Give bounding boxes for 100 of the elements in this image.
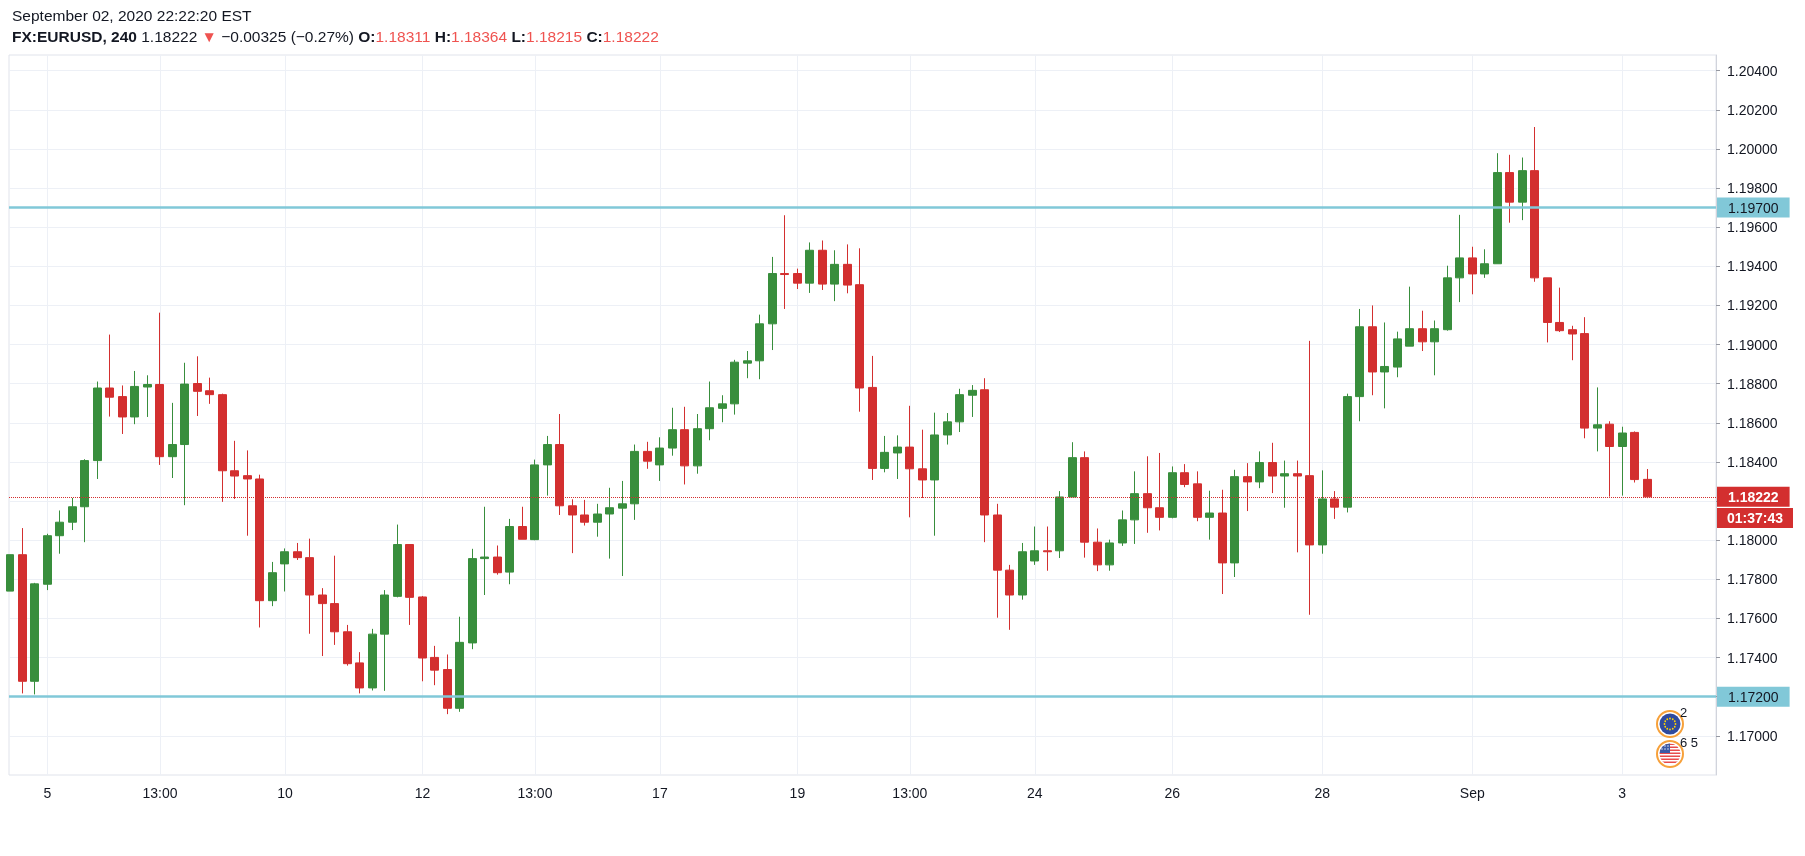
- y-tick-label: 1.20000: [1727, 140, 1778, 157]
- candlestick: [1268, 442, 1277, 494]
- candlestick: [80, 458, 89, 543]
- y-tick-label: 1.17400: [1727, 649, 1778, 666]
- candlestick: [43, 533, 52, 591]
- candlestick: [618, 480, 627, 577]
- chart-title: September 02, 2020 22:22:20 EST: [12, 6, 252, 26]
- y-tick-label: 1.19800: [1727, 180, 1778, 197]
- candlestick: [168, 402, 177, 479]
- candlestick: [993, 503, 1002, 619]
- candlestick: [518, 506, 527, 540]
- candlestick: [1168, 465, 1177, 519]
- x-tick-label: 3: [1618, 785, 1627, 801]
- candlestick: [943, 412, 952, 446]
- candlestick: [768, 256, 777, 351]
- candlestick: [205, 377, 214, 405]
- x-tick-label: 5: [43, 785, 52, 801]
- text: 01:37:43: [1717, 507, 1793, 528]
- candlestick: [718, 394, 727, 423]
- y-tick-label: 1.19000: [1727, 336, 1778, 353]
- candlestick: [855, 247, 864, 413]
- candlestick: [6, 554, 14, 592]
- candlestick: [493, 545, 502, 576]
- candlestick: [1230, 469, 1239, 578]
- candlestick: [1555, 287, 1564, 333]
- y-tick-label: 1.18800: [1727, 375, 1778, 392]
- candlestick: [1318, 469, 1327, 555]
- x-tick-label: 26: [1164, 785, 1181, 801]
- candlestick: [155, 312, 164, 466]
- candlestick: [1030, 526, 1039, 566]
- candlestick: [630, 444, 639, 521]
- candlestick: [1068, 441, 1077, 498]
- candlestick: [330, 555, 339, 646]
- candlestick: [655, 436, 664, 482]
- candlestick: [843, 243, 852, 294]
- candlestick: [1618, 426, 1627, 497]
- candlestick: [593, 503, 602, 538]
- x-tick-label: 10: [277, 785, 293, 801]
- candlestick: [868, 355, 877, 481]
- candlestick: [1443, 265, 1452, 332]
- candlestick: [343, 624, 352, 667]
- candlestick: [1355, 308, 1364, 422]
- candlestick: [1630, 430, 1639, 483]
- candlestick: [968, 384, 977, 418]
- candlestick: [1018, 542, 1027, 601]
- candlestick: [1468, 246, 1477, 295]
- candlestick: [93, 381, 102, 480]
- x-tick-label: 28: [1314, 785, 1331, 801]
- candlestick: [105, 334, 114, 418]
- candlestick: [1255, 450, 1264, 489]
- y-tick-label: 1.17800: [1727, 571, 1778, 588]
- candlestick: [1368, 304, 1377, 396]
- candlestick: [118, 384, 127, 435]
- candlestick: [30, 582, 39, 695]
- candlestick: [780, 214, 789, 310]
- candlestick: [355, 651, 364, 694]
- candlestick: [480, 506, 489, 596]
- text: FX:EURUSD, 240 1.18222 ▼ −0.00325 (−0.27%) O:1.18311 H:1.18364 L:1.18215 C:1.18222: [12, 28, 659, 45]
- candlestick: [793, 268, 802, 290]
- candlestick: [1543, 277, 1552, 343]
- candlestick: [1505, 154, 1514, 224]
- candlestick: [1518, 157, 1527, 221]
- candlestick: [193, 355, 202, 417]
- candlestick: [1493, 152, 1502, 265]
- y-tick-label: 1.18000: [1727, 532, 1778, 549]
- y-tick-label: 1.17000: [1727, 727, 1778, 744]
- candlestick: [18, 527, 27, 694]
- y-tick-label: 1.18600: [1727, 414, 1778, 431]
- candlestick: [130, 370, 139, 425]
- candlestick: [830, 249, 839, 302]
- candlestick: [530, 459, 539, 541]
- candlestick: [143, 374, 152, 418]
- candlestick: [805, 241, 814, 294]
- candlestick: [468, 548, 477, 650]
- candlestick: [380, 589, 389, 692]
- candlestick: [568, 498, 577, 554]
- candlestick: [505, 518, 514, 585]
- x-tick-label: 24: [1027, 785, 1043, 801]
- x-tick-label: 13:00: [517, 785, 553, 801]
- candlestick: [743, 350, 752, 379]
- candlestick: [1005, 564, 1014, 631]
- candlestick: [1418, 310, 1427, 352]
- candlestick: [293, 542, 302, 561]
- text: 6 5: [1680, 735, 1699, 750]
- candlestick: [818, 239, 827, 291]
- candlestick: [1105, 539, 1114, 572]
- candlestick: [730, 359, 739, 416]
- candlestick: [1393, 331, 1402, 378]
- candlestick: [430, 645, 439, 686]
- candlestick: [318, 587, 327, 657]
- candlestick: [180, 362, 189, 506]
- candlestick: [893, 434, 902, 480]
- candlestick: [1430, 320, 1439, 376]
- candlestick: [880, 435, 889, 473]
- y-tick-label: 1.19400: [1727, 258, 1778, 275]
- candlestick: [443, 653, 452, 715]
- candlestick: [543, 435, 552, 497]
- y-tick-label: 1.17600: [1727, 610, 1778, 627]
- candlestick: [55, 509, 64, 555]
- candlestick: [755, 314, 764, 380]
